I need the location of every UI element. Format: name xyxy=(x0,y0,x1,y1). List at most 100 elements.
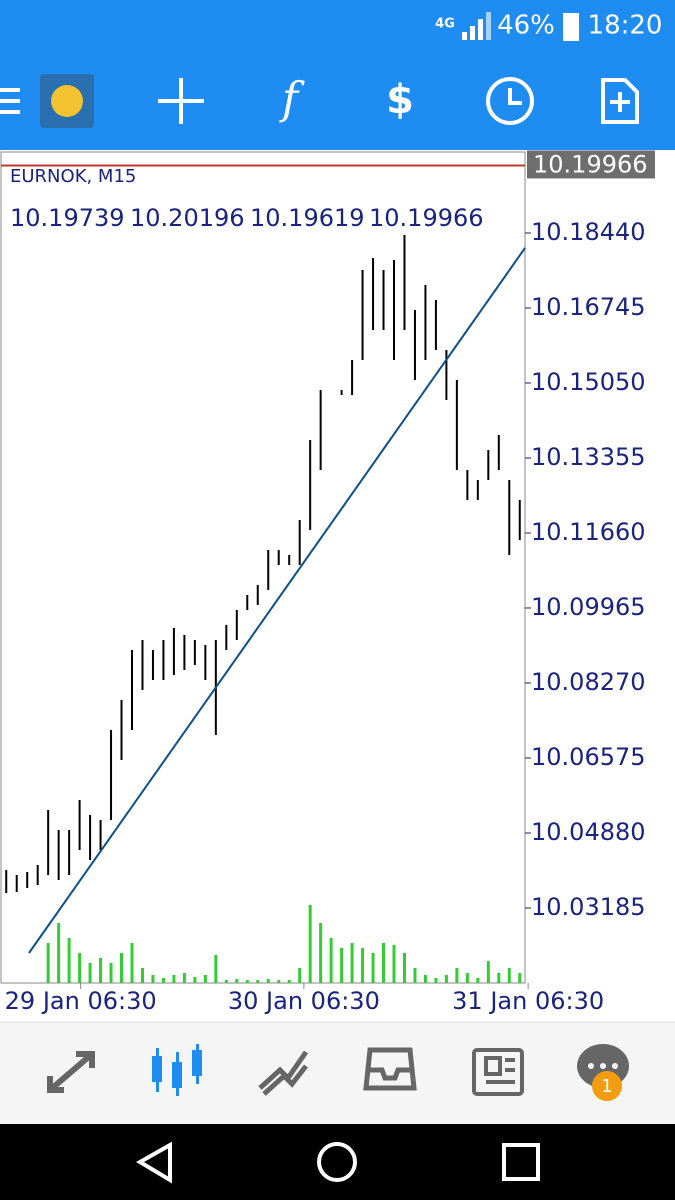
chart-frame xyxy=(0,151,526,984)
timeframe-button[interactable] xyxy=(486,77,534,125)
chat-tab[interactable]: 1 xyxy=(577,1044,629,1101)
volume-bar xyxy=(497,973,501,983)
volume-bar xyxy=(214,955,218,983)
volume-bar xyxy=(319,923,323,983)
y-tick-label: 10.09965 xyxy=(531,593,646,621)
symbol-button[interactable]: $ xyxy=(386,77,414,123)
volume-bar xyxy=(486,961,490,983)
back-button[interactable] xyxy=(136,1141,172,1184)
volume-bar xyxy=(46,943,50,983)
volume-bar xyxy=(88,963,92,983)
volume-bar xyxy=(350,943,354,983)
x-tick-label: 30 Jan 06:30 xyxy=(228,987,380,1015)
volume-bar xyxy=(151,975,155,983)
badge xyxy=(592,1071,622,1101)
volume-bar xyxy=(120,953,124,983)
history-tab[interactable] xyxy=(363,1047,417,1091)
chart-tab[interactable] xyxy=(152,1044,202,1096)
quote-high: 10.20196 xyxy=(130,204,245,232)
volume-bar xyxy=(235,979,239,983)
volume-bar xyxy=(361,948,365,983)
signal-icon xyxy=(462,12,491,40)
battery-percent: 46% xyxy=(497,11,555,41)
chat-dot xyxy=(600,1063,606,1069)
volume-bar xyxy=(203,975,207,983)
volume-bar xyxy=(78,953,82,983)
app-icon-coin xyxy=(51,85,83,117)
recents-button[interactable] xyxy=(502,1143,540,1181)
volume-bar xyxy=(465,973,469,983)
quote-close: 10.19966 xyxy=(369,204,484,232)
volume-bar xyxy=(182,973,186,983)
menu-button[interactable] xyxy=(0,88,20,114)
y-tick-label: 10.06575 xyxy=(531,743,646,771)
trade-tab[interactable] xyxy=(258,1050,309,1096)
clock: 18:20 xyxy=(588,11,663,41)
volume-bar xyxy=(109,963,113,983)
volume-bar xyxy=(266,979,270,983)
y-tick-label: 10.15050 xyxy=(531,368,646,396)
volume-bar xyxy=(455,968,459,983)
network-type: 4G xyxy=(435,17,455,32)
volume-bar xyxy=(256,980,260,983)
y-tick-label: 10.04880 xyxy=(531,818,646,846)
volume-bar xyxy=(444,975,448,983)
chat-dot xyxy=(588,1063,594,1069)
template-button[interactable] xyxy=(601,78,639,124)
volume-bar xyxy=(161,978,165,983)
volume-bar xyxy=(329,938,333,983)
volume-bar xyxy=(507,968,511,983)
volume-bar xyxy=(287,980,291,983)
volume-bar xyxy=(476,978,480,983)
quote-low: 10.19619 xyxy=(250,204,365,232)
chat-dot xyxy=(612,1063,618,1069)
volume-bar xyxy=(413,968,417,983)
home-button[interactable] xyxy=(317,1142,357,1182)
volume-bar xyxy=(518,973,522,983)
volume-bar xyxy=(172,975,176,983)
y-tick-label: 10.11660 xyxy=(531,518,646,546)
volume-bar xyxy=(140,968,144,983)
bottom-nav xyxy=(0,1022,675,1124)
volume-bar xyxy=(57,923,61,983)
app-bar xyxy=(0,0,675,150)
y-tick-label: 10.16745 xyxy=(531,293,646,321)
volume-bar xyxy=(67,938,71,983)
quote-row: 10.19739 10.20196 10.19619 10.19966 xyxy=(10,204,484,232)
volume-bar xyxy=(382,943,386,983)
volume-bar xyxy=(245,980,249,983)
y-tick-label: 10.13355 xyxy=(531,443,646,471)
y-tick-label: 10.18440 xyxy=(531,218,646,246)
news-tab[interactable] xyxy=(472,1048,524,1096)
y-tick-label: 10.08270 xyxy=(531,668,646,696)
quotes-tab[interactable] xyxy=(47,1051,95,1093)
volume-bar xyxy=(371,953,375,983)
plot xyxy=(1,164,526,983)
volume-bar xyxy=(402,953,406,983)
volume-bar xyxy=(224,980,228,983)
crosshair-button[interactable] xyxy=(158,78,204,124)
volume-bar xyxy=(340,948,344,983)
quote-open: 10.19739 xyxy=(10,204,125,232)
volume-bar xyxy=(434,978,438,983)
symbol-label: EURNOK, M15 xyxy=(10,166,136,187)
system-nav xyxy=(0,1124,675,1200)
price-tag-label: 10.19966 xyxy=(533,150,648,178)
x-tick-label: 31 Jan 06:30 xyxy=(452,987,604,1015)
volume-bar xyxy=(298,968,302,983)
volume-bar xyxy=(193,977,197,983)
volume-bar xyxy=(277,980,281,983)
battery-icon xyxy=(563,13,579,41)
badge-count: 1 xyxy=(601,1076,612,1097)
volume-bar xyxy=(130,943,134,983)
volume-bar xyxy=(308,905,312,983)
x-tick-label: 29 Jan 06:30 xyxy=(5,987,157,1015)
y-tick-label: 10.03185 xyxy=(531,893,646,921)
trend-line xyxy=(28,247,526,954)
volume-bar xyxy=(392,945,396,983)
volume-bar xyxy=(99,958,103,983)
price-tag xyxy=(527,150,655,179)
volume-bar xyxy=(423,975,427,983)
